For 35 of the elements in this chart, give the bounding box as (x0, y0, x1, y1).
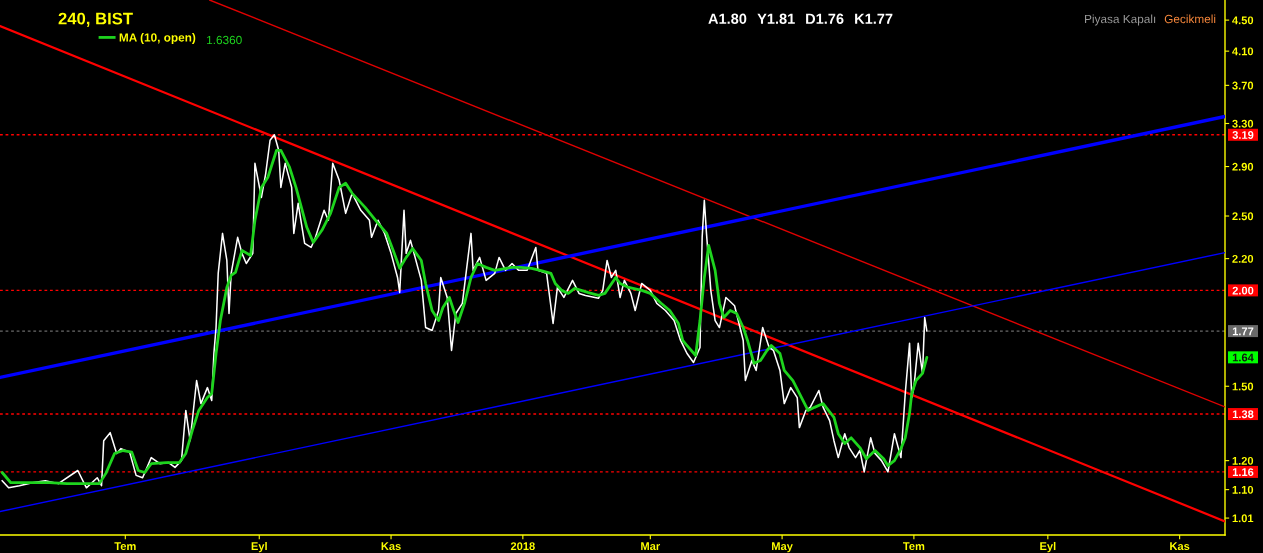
y-tick-label: 2.20 (1232, 254, 1254, 263)
x-tick-label: Kas (1170, 542, 1190, 551)
ref-line-label: 3.19 (1232, 131, 1254, 139)
x-tick-label: 2018 (510, 542, 535, 551)
x-tick-label: Eyl (251, 541, 267, 553)
annotation: 1.6360 (207, 35, 242, 45)
ref-line-label: 1.16 (1232, 468, 1254, 477)
y-tick-label: 2.90 (1232, 162, 1254, 171)
text: 1.64 (1232, 353, 1254, 362)
y-tick-label: 4.50 (1232, 16, 1254, 25)
x-tick-label: Kas (381, 542, 401, 551)
x-tick-label: May (772, 542, 793, 553)
annotation: K1.77 (855, 13, 893, 24)
y-tick-label: 1.01 (1232, 514, 1254, 523)
ref-line-label: 2.00 (1232, 286, 1254, 295)
x-tick-label: Tem (903, 542, 925, 551)
text: 240, BIST (58, 12, 133, 27)
y-tick-label: 1.10 (1232, 485, 1254, 494)
y-tick-label: 2.50 (1232, 212, 1254, 221)
legend-label: MA (10, open) (119, 33, 196, 44)
annotation: Y1.81 (757, 13, 795, 24)
y-tick-label: 4.10 (1232, 47, 1254, 56)
x-tick-label: Mar (641, 542, 661, 551)
y-tick-label: 1.20 (1232, 456, 1254, 465)
annotation: A1.80 (708, 13, 747, 24)
annotation: Piyasa Kapalı (1085, 14, 1156, 26)
y-tick-label: 1.50 (1232, 382, 1254, 391)
y-tick-label: 3.70 (1232, 81, 1254, 90)
x-tick-label: Tem (114, 542, 136, 551)
annotation: Gecikmeli (1164, 14, 1216, 24)
y-tick-label: 3.30 (1232, 119, 1254, 128)
ref-line-label: 1.38 (1232, 410, 1254, 419)
x-tick-label: Eyl (1040, 541, 1056, 553)
ref-line-label: 1.77 (1232, 327, 1254, 336)
annotation: D1.76 (806, 13, 844, 24)
